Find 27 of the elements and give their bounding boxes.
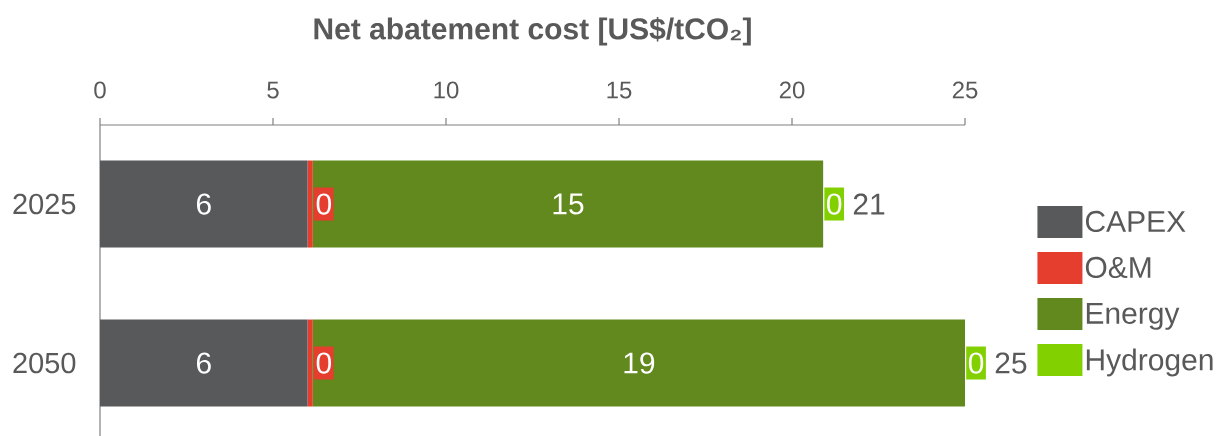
data-label: 0 xyxy=(316,352,332,374)
bar xyxy=(100,160,308,248)
bar xyxy=(312,160,824,248)
x-tick-label: 25 xyxy=(952,81,978,99)
total-label: 25 xyxy=(995,352,1027,374)
data-label: 6 xyxy=(196,193,211,215)
x-axis-title: Net abatement cost [US$/tCO₂] xyxy=(314,16,751,46)
x-tick-label: 10 xyxy=(434,81,459,99)
data-label: 6 xyxy=(196,352,211,374)
legend-label: Energy xyxy=(1086,303,1180,330)
x-tick-label: 5 xyxy=(267,81,279,99)
legend-label: O&M xyxy=(1085,256,1151,279)
total-label: 21 xyxy=(853,193,885,215)
data-label: 19 xyxy=(624,352,655,374)
data-label: 15 xyxy=(553,193,584,215)
data-label: 0 xyxy=(316,193,332,215)
y-tick-label: 2025 xyxy=(13,193,76,215)
data-label: 0 xyxy=(968,352,984,374)
x-tick-label: 20 xyxy=(779,81,805,99)
legend-label: Hydrogen xyxy=(1086,348,1213,377)
bar xyxy=(100,319,308,407)
legend-label: CAPEX xyxy=(1085,210,1186,233)
data-label: 0 xyxy=(827,193,842,215)
x-tick-label: 15 xyxy=(607,81,632,99)
bar xyxy=(312,319,966,407)
x-tick-label: 0 xyxy=(94,81,106,99)
y-tick-label: 2050 xyxy=(13,352,76,374)
